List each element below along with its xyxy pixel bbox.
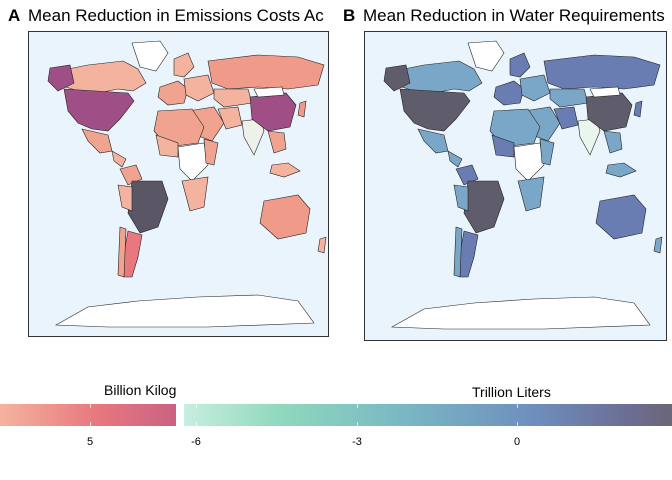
western-europe-shape bbox=[493, 80, 525, 106]
russia-shape bbox=[207, 54, 325, 90]
new-zealand-shape bbox=[653, 236, 663, 254]
legend-b-colorbar bbox=[184, 404, 672, 426]
panel-a-tag: A bbox=[8, 6, 21, 25]
central-america-shape bbox=[447, 150, 463, 168]
emissions-world-map bbox=[28, 31, 329, 337]
legend-a-colorbar bbox=[0, 404, 176, 426]
water-world-map bbox=[364, 31, 667, 341]
legend-b-tick-mark bbox=[517, 404, 518, 408]
china-shape bbox=[585, 92, 633, 132]
legend-a-tick-mark bbox=[90, 422, 91, 426]
panel-a: A Mean Reduction in Emissions Costs Ac bbox=[0, 0, 336, 345]
greenland-shape bbox=[467, 40, 505, 72]
iran-shape bbox=[553, 106, 579, 130]
central-africa-shape bbox=[513, 142, 545, 182]
japan-shape bbox=[633, 100, 643, 118]
chile-shape bbox=[453, 226, 463, 278]
central-africa-shape bbox=[177, 142, 209, 182]
southern-africa-shape bbox=[181, 176, 209, 212]
east-africa-shape bbox=[539, 138, 555, 166]
west-africa-shape bbox=[491, 134, 515, 158]
legend-b-tick-label: -3 bbox=[352, 436, 362, 448]
brazil-shape bbox=[127, 180, 169, 234]
legend-b-tick-label: 0 bbox=[513, 436, 521, 448]
panel-b-title: Mean Reduction in Water Requirements bbox=[363, 6, 665, 25]
peru-shape bbox=[453, 184, 469, 212]
legend-a-title: Billion Kilog bbox=[104, 382, 177, 398]
kazakhstan-shape bbox=[549, 88, 589, 108]
colombia-shape bbox=[119, 164, 143, 186]
panel-b: B Mean Reduction in Water Requirements bbox=[336, 0, 672, 345]
russia-shape bbox=[543, 54, 661, 90]
legend-b-title: Trillion Liters bbox=[472, 384, 551, 400]
eastern-europe-shape bbox=[519, 74, 551, 102]
legend-b-tick-label: -6 bbox=[191, 436, 201, 448]
panel-b-header: B Mean Reduction in Water Requirements bbox=[336, 0, 672, 32]
indonesia-shape bbox=[269, 162, 301, 178]
peru-shape bbox=[117, 184, 133, 212]
legend-b-tick-mark bbox=[517, 422, 518, 426]
australia-shape bbox=[595, 194, 647, 240]
usa-shape bbox=[399, 88, 471, 132]
china-shape bbox=[249, 92, 297, 132]
usa-shape bbox=[63, 88, 135, 132]
iran-shape bbox=[217, 106, 243, 130]
alaska-shape bbox=[47, 64, 75, 92]
antarctica-shape bbox=[390, 296, 651, 330]
panel-a-title: Mean Reduction in Emissions Costs Ac bbox=[28, 6, 324, 25]
central-america-shape bbox=[111, 150, 127, 168]
legend-b-tick-mark bbox=[357, 422, 358, 426]
legend-b-tick-mark bbox=[357, 404, 358, 408]
mexico-shape bbox=[81, 128, 113, 154]
legend-b-tick-mark bbox=[196, 404, 197, 408]
panel-b-tag: B bbox=[343, 6, 356, 25]
southern-africa-shape bbox=[517, 176, 545, 212]
north-africa-shape bbox=[489, 108, 541, 148]
mongolia-shape bbox=[253, 86, 285, 98]
west-africa-shape bbox=[155, 134, 179, 158]
scandinavia-shape bbox=[509, 52, 531, 78]
legend-a-tick-mark bbox=[90, 404, 91, 408]
brazil-shape bbox=[463, 180, 505, 234]
north-africa-shape bbox=[153, 108, 205, 148]
japan-shape bbox=[297, 100, 307, 118]
panel-a-header: A Mean Reduction in Emissions Costs Ac bbox=[0, 0, 336, 32]
scandinavia-shape bbox=[173, 52, 195, 78]
new-zealand-shape bbox=[317, 236, 327, 254]
antarctica-shape bbox=[54, 294, 315, 328]
legend-b-tick-mark bbox=[196, 422, 197, 426]
eastern-europe-shape bbox=[183, 74, 215, 102]
western-europe-shape bbox=[157, 80, 189, 106]
chile-shape bbox=[117, 226, 127, 278]
east-africa-shape bbox=[203, 138, 219, 166]
colombia-shape bbox=[455, 164, 479, 186]
mongolia-shape bbox=[589, 86, 621, 98]
indonesia-shape bbox=[605, 162, 637, 178]
southeast-asia-shape bbox=[267, 130, 287, 154]
legends: Billion Kilog 5 Trillion Liters -6 -3 0 bbox=[0, 380, 672, 480]
alaska-shape bbox=[383, 64, 411, 92]
kazakhstan-shape bbox=[213, 88, 253, 108]
legend-a-tick-label: 5 bbox=[86, 436, 94, 448]
greenland-shape bbox=[131, 40, 169, 72]
australia-shape bbox=[259, 194, 311, 240]
mexico-shape bbox=[417, 128, 449, 154]
southeast-asia-shape bbox=[603, 130, 623, 154]
